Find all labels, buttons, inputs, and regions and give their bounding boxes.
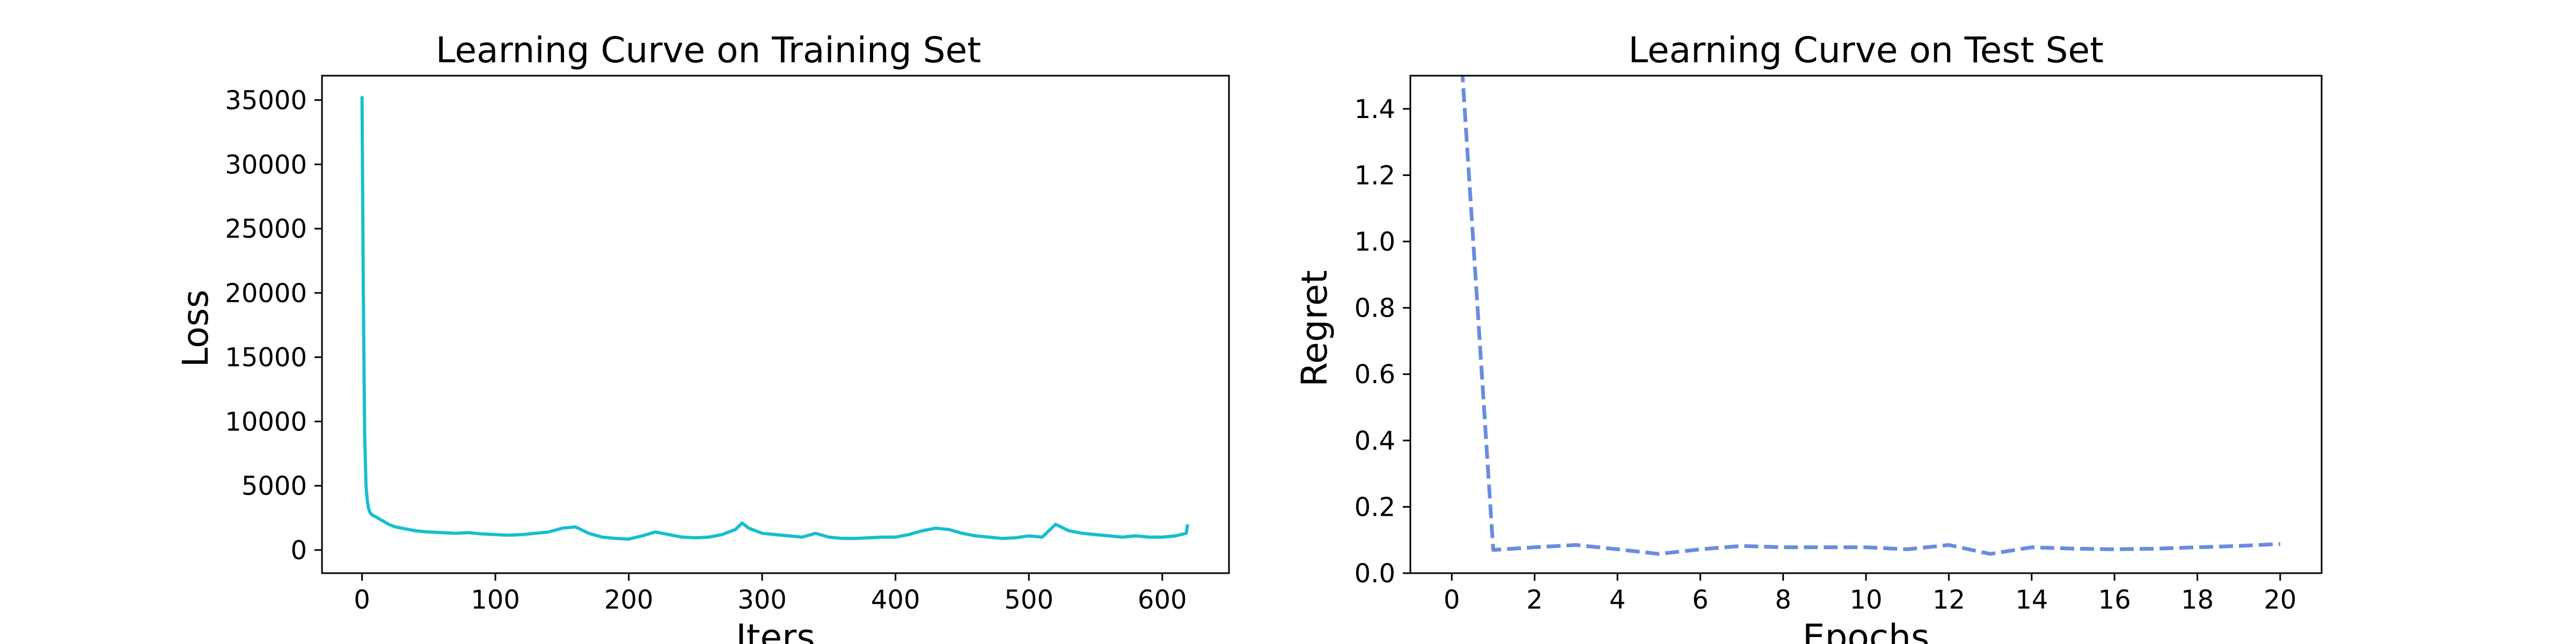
y-tick-label: 25000 [225, 214, 307, 244]
x-tick-label: 600 [1138, 585, 1187, 615]
y-tick-label: 1.4 [1355, 94, 1395, 125]
x-tick-label: 2 [1526, 585, 1543, 615]
x-axis-ticks: 0 2 4 6 8 10 12 14 16 18 20 [1444, 573, 2296, 615]
y-tick-label: 1.0 [1355, 227, 1395, 257]
y-axis-label: Regret [1294, 270, 1335, 387]
x-tick-label: 400 [871, 585, 920, 615]
y-axis-label: Loss [175, 290, 216, 368]
plot-area [360, 96, 1189, 541]
x-tick-label: 16 [2098, 585, 2131, 615]
test-regret-chart: Learning Curve on Test Set Regret Epochs… [1294, 30, 2323, 644]
y-tick-label: 0 [290, 536, 307, 566]
y-tick-label: 0.0 [1355, 559, 1395, 589]
y-tick-label: 30000 [225, 150, 307, 180]
y-tick-label: 5000 [241, 471, 307, 501]
series-line-0 [1460, 76, 2280, 556]
x-tick-label: 8 [1775, 585, 1791, 615]
x-tick-label: 500 [1004, 585, 1053, 615]
x-axis-label: Epochs [1803, 617, 1929, 644]
y-tick-label: 35000 [225, 86, 307, 116]
x-tick-label: 200 [604, 585, 654, 615]
x-tick-label: 14 [2015, 585, 2048, 615]
x-tick-label: 18 [2181, 585, 2214, 615]
x-tick-label: 6 [1692, 585, 1709, 615]
x-tick-label: 0 [1444, 585, 1460, 615]
series-line-0 [360, 96, 1189, 541]
x-tick-label: 10 [1849, 585, 1882, 615]
y-axis-ticks: 0 5000 10000 15000 20000 25000 30000 35000 [225, 86, 322, 566]
x-axis-ticks: 0 100 200 300 400 500 600 [354, 573, 1187, 615]
x-axis-label: Iters [736, 617, 815, 644]
y-tick-label: 1.2 [1355, 160, 1395, 191]
training-loss-chart: Learning Curve on Training Set Loss Iter… [175, 30, 1230, 644]
y-tick-label: 20000 [225, 279, 307, 309]
y-tick-label: 0.8 [1355, 294, 1395, 324]
y-tick-label: 10000 [225, 407, 307, 437]
x-tick-label: 20 [2264, 585, 2296, 615]
y-tick-label: 0.4 [1355, 426, 1395, 456]
chart-title: Learning Curve on Test Set [1628, 30, 2104, 71]
x-tick-label: 0 [354, 585, 370, 615]
chart-title: Learning Curve on Training Set [436, 30, 981, 71]
axes-frame [1409, 75, 2323, 574]
axes-frame [321, 75, 1230, 574]
x-tick-label: 4 [1609, 585, 1626, 615]
y-tick-label: 0.6 [1355, 360, 1395, 390]
y-tick-label: 15000 [225, 343, 307, 373]
plot-area [1460, 76, 2280, 556]
y-axis-ticks: 0.0 0.2 0.4 0.6 0.8 1.0 1.2 1.4 [1355, 94, 1410, 589]
x-tick-label: 12 [1933, 585, 1965, 615]
x-tick-label: 300 [737, 585, 787, 615]
y-tick-label: 0.2 [1355, 492, 1395, 522]
x-tick-label: 100 [471, 585, 520, 615]
